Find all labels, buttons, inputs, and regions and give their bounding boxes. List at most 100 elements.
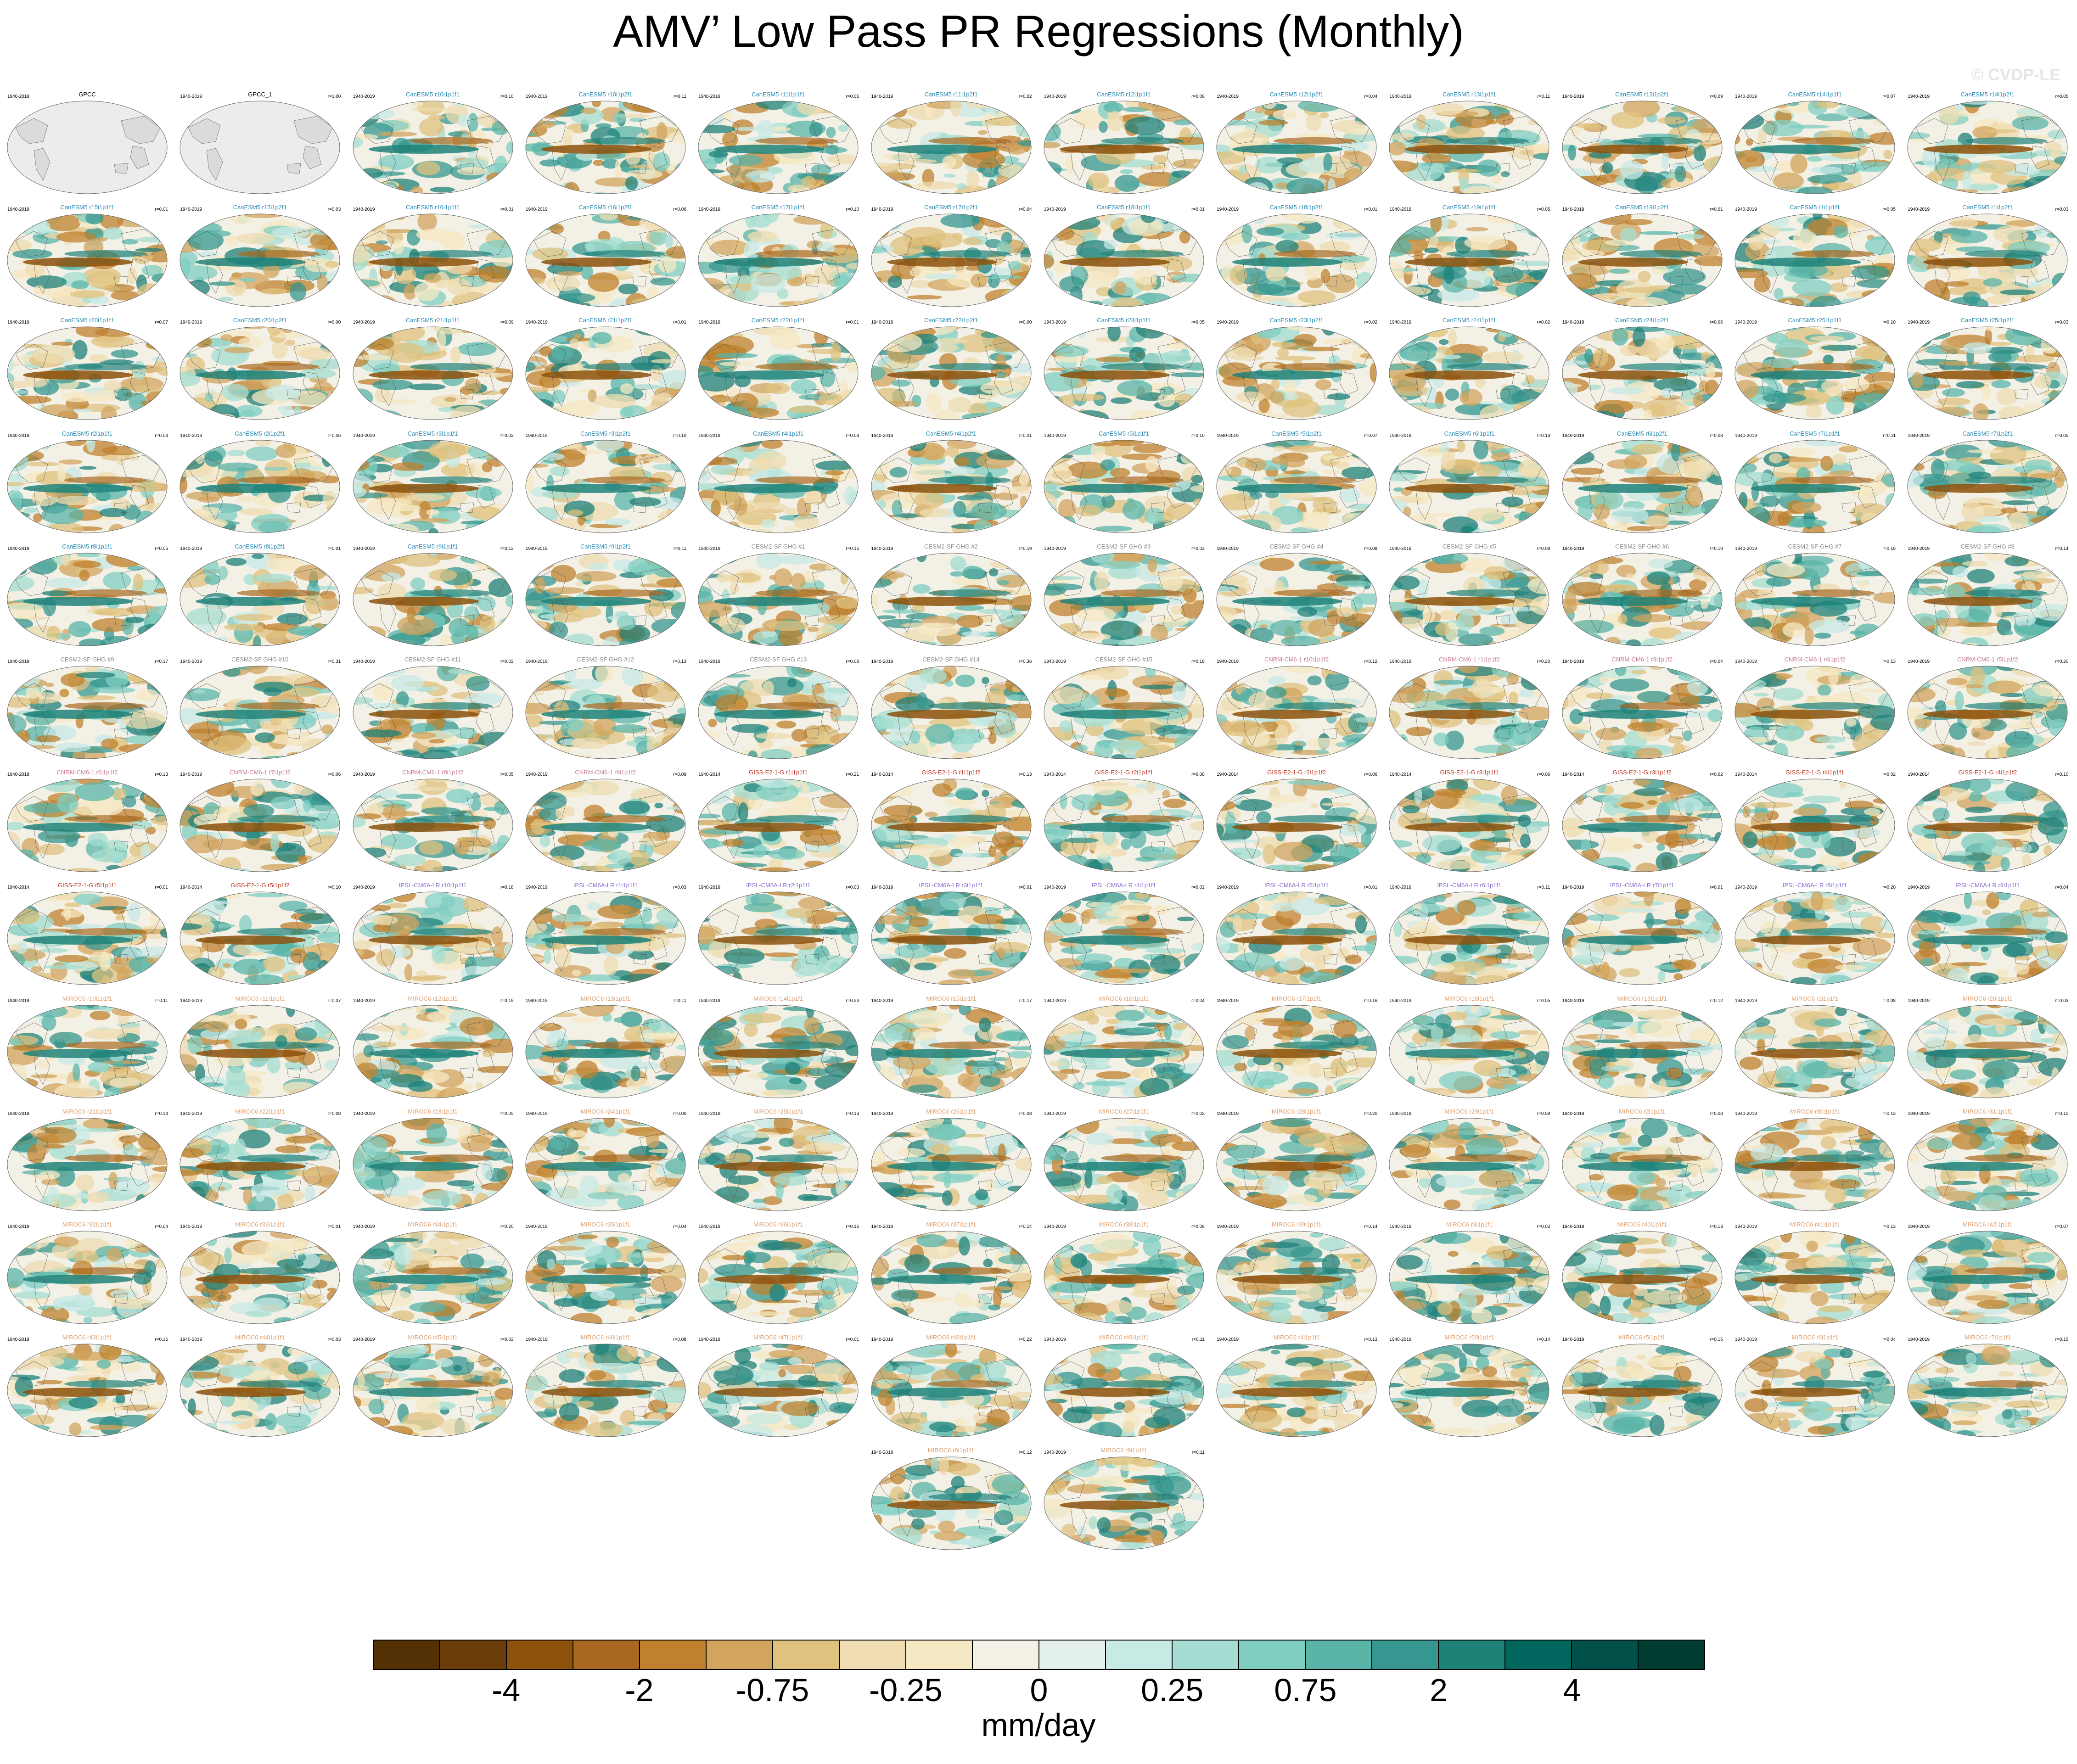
regression-map bbox=[353, 213, 513, 307]
panel-years: 1940-2019 bbox=[1735, 94, 1757, 99]
panel-correlation: r=0.03 bbox=[1710, 1111, 1723, 1116]
regression-map bbox=[525, 213, 686, 307]
map-panel: 1940-2019 CanESM5 r22i1p2f1 r=0.00 bbox=[865, 312, 1038, 425]
panel-years: 1940-2019 bbox=[1735, 320, 1757, 325]
regression-map bbox=[871, 1456, 1031, 1550]
panel-correlation: r=0.02 bbox=[1191, 885, 1205, 890]
map-panel: 1940-2019 CESM2-SF GHG #4 r=0.08 bbox=[1210, 538, 1383, 651]
map-panel: 1940-2019 CanESM5 r11i1p1f1 r=0.05 bbox=[692, 86, 864, 199]
map-panel: 1940-2014 GISS-E2-1-G r1i1p1f1 r=0.21 bbox=[692, 764, 864, 877]
panel-years: 1940-2019 bbox=[1044, 433, 1066, 438]
regression-map bbox=[7, 553, 168, 646]
panel-correlation: r=0.08 bbox=[1882, 998, 1896, 1003]
panel-title: CNRM-CM6-1 r1i1p1f2 bbox=[1438, 656, 1500, 663]
regression-map bbox=[1389, 440, 1549, 533]
panel-correlation: r=0.01 bbox=[327, 546, 341, 551]
panel-years: 1940-2019 bbox=[1735, 885, 1757, 890]
map-panel: 1940-2019 MIROC6 r45i1p1f1 r=0.02 bbox=[347, 1329, 519, 1442]
panel-title: MIROC6 r36i1p1f1 bbox=[753, 1221, 803, 1228]
regression-map bbox=[353, 891, 513, 985]
regression-map bbox=[1044, 440, 1204, 533]
panel-correlation: r=0.14 bbox=[155, 1111, 168, 1116]
map-panel: 1940-2019 MIROC6 r26i1p1f1 r=0.08 bbox=[865, 1103, 1038, 1216]
panel-correlation: r=0.12 bbox=[1710, 998, 1723, 1003]
panel-correlation: r=0.07 bbox=[155, 320, 168, 325]
regression-map bbox=[698, 213, 859, 307]
panel-years: 1940-2019 bbox=[525, 433, 548, 438]
panel-correlation: r=0.12 bbox=[1364, 659, 1378, 664]
map-panel: 1940-2014 GISS-E2-1-G r2i1p1f1 r=0.08 bbox=[1038, 764, 1210, 877]
panel-years: 1940-2019 bbox=[1908, 94, 1930, 99]
regression-map bbox=[180, 553, 340, 646]
panel-years: 1940-2019 bbox=[353, 1224, 375, 1229]
map-panel: 1940-2019 MIROC6 r48i1p1f1 r=0.22 bbox=[865, 1329, 1038, 1442]
panel-correlation: r=0.05 bbox=[2055, 433, 2069, 438]
panel-title: CanESM5 r25i1p1f1 bbox=[1788, 317, 1842, 324]
panel-correlation: r=0.15 bbox=[2055, 1337, 2069, 1343]
map-panel: 1940-2019 CESM2-SF GHG #12 r=0.13 bbox=[519, 651, 692, 764]
regression-map bbox=[1216, 1005, 1377, 1098]
panel-correlation: r=0.01 bbox=[1364, 885, 1378, 890]
map-panel: 1940-2019 CNRM-CM6-1 r6i1p1f2 r=0.13 bbox=[1, 764, 174, 877]
regression-map bbox=[698, 666, 859, 759]
regression-map bbox=[871, 553, 1031, 646]
panel-title: CanESM5 r24i1p2f1 bbox=[1615, 317, 1669, 324]
panel-years: 1940-2019 bbox=[353, 546, 375, 551]
panel-correlation: r=0.17 bbox=[155, 659, 168, 664]
panel-years: 1940-2019 bbox=[1389, 433, 1412, 438]
panel-years: 1940-2019 bbox=[7, 659, 29, 664]
regression-map bbox=[1389, 778, 1549, 872]
panel-title: MIROC6 r28i1p1f1 bbox=[1271, 1108, 1322, 1115]
panel-title: MIROC6 r49i1p1f1 bbox=[1099, 1334, 1149, 1341]
panel-correlation: r=0.09 bbox=[673, 772, 686, 778]
panel-correlation: r=0.15 bbox=[2055, 1111, 2069, 1116]
panel-title: CESM2-SF GHG #11 bbox=[404, 656, 461, 663]
regression-map bbox=[1907, 778, 2068, 872]
panel-title: MIROC6 r32i1p1f1 bbox=[62, 1221, 112, 1228]
panel-correlation: r=0.10 bbox=[1191, 433, 1205, 438]
regression-map bbox=[525, 778, 686, 872]
regression-map bbox=[871, 1231, 1031, 1324]
colorbar-tick-label: 4 bbox=[1563, 1672, 1581, 1708]
panel-years: 1940-2019 bbox=[871, 1111, 893, 1116]
panel-title: MIROC6 r8i1p1f1 bbox=[927, 1447, 975, 1454]
map-panel: 1940-2019 MIROC6 r19i1p1f1 r=0.12 bbox=[1556, 991, 1729, 1103]
map-panel: 1940-2019 IPSL-CM6A-LR r2i1p1f1 r=0.03 bbox=[692, 877, 864, 990]
map-panel: 1940-2019 MIROC6 r40i1p1f1 r=0.13 bbox=[1556, 1216, 1729, 1329]
map-panel: 1940-2019 CESM2-SF GHG #9 r=0.17 bbox=[1, 651, 174, 764]
map-panel: 1940-2019 MIROC6 r30i1p1f1 r=0.13 bbox=[1729, 1103, 1901, 1216]
panel-years: 1940-2019 bbox=[525, 1111, 548, 1116]
panel-correlation: r=0.09 bbox=[500, 320, 514, 325]
panel-years: 1940-2019 bbox=[698, 998, 721, 1003]
panel-years: 1940-2019 bbox=[525, 1224, 548, 1229]
colorbar-cell bbox=[1372, 1641, 1439, 1669]
panel-correlation: r=0.23 bbox=[846, 998, 859, 1003]
panel-correlation: r=0.20 bbox=[2055, 659, 2069, 664]
panel-years: 1940-2019 bbox=[871, 546, 893, 551]
panel-correlation: r=0.20 bbox=[500, 1224, 514, 1229]
colorbar-cell bbox=[573, 1641, 640, 1669]
colorbar-cell bbox=[1173, 1641, 1239, 1669]
map-panel: 1940-2019 MIROC6 r14i1p1f1 r=0.23 bbox=[692, 991, 864, 1103]
panel-title: MIROC6 r34i1p1f1 bbox=[408, 1221, 458, 1228]
panel-years: 1940-2019 bbox=[1217, 433, 1239, 438]
panel-title: CESM2-SF GHG #15 bbox=[1095, 656, 1152, 663]
panel-correlation: r=0.06 bbox=[1364, 772, 1378, 778]
map-panel: 1940-2019 CanESM5 r24i1p2f1 r=0.06 bbox=[1556, 312, 1729, 425]
panel-years: 1940-2019 bbox=[1389, 998, 1412, 1003]
panel-correlation: r=0.03 bbox=[1191, 546, 1205, 551]
map-panel: 1940-2019 CNRM-CM6-1 r9i1p1f2 r=0.09 bbox=[519, 764, 692, 877]
panel-correlation: r=0.05 bbox=[155, 546, 168, 551]
panel-correlation: r=0.01 bbox=[155, 885, 168, 890]
regression-map bbox=[7, 1118, 168, 1211]
panel-title: CanESM5 r15i1p2f1 bbox=[233, 204, 287, 211]
panel-title: CanESM5 r19i1p2f1 bbox=[1615, 204, 1669, 211]
regression-map bbox=[180, 1344, 340, 1437]
regression-map bbox=[1907, 1231, 2068, 1324]
map-panel: 1940-2019 CanESM5 r13i1p2f1 r=0.09 bbox=[1556, 86, 1729, 199]
panel-correlation: r=0.02 bbox=[1710, 772, 1723, 778]
panel-years: 1940-2019 bbox=[1044, 659, 1066, 664]
colorbar-cell bbox=[640, 1641, 707, 1669]
panel-years: 1940-2019 bbox=[7, 546, 29, 551]
map-panel: 1940-2019 CanESM5 r16i1p1f1 r=0.01 bbox=[347, 199, 519, 312]
